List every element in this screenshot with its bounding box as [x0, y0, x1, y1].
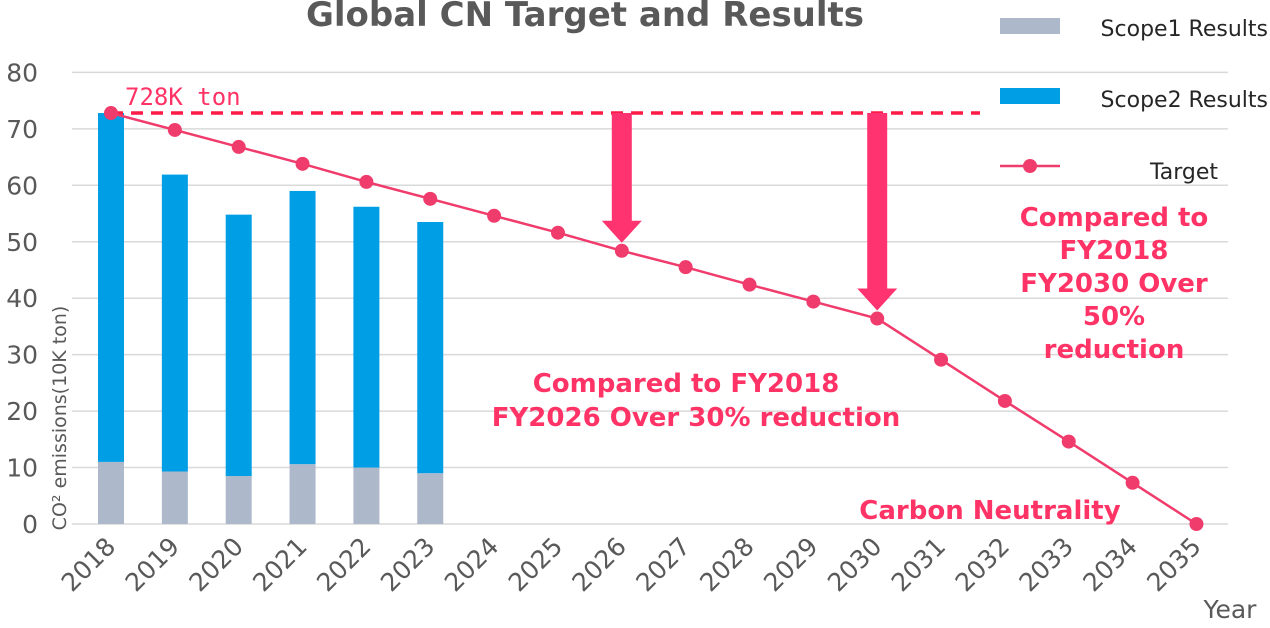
annotation-fy2026: Compared to FY2018 FY2026 Over 30% reduc…	[492, 369, 901, 433]
annotation-fy2030-line4: 50%	[1083, 302, 1145, 332]
x-tick-label: 2025	[503, 532, 568, 597]
y-tick-label: 30	[6, 341, 38, 370]
y-tick-label: 0	[22, 510, 38, 539]
target-point	[550, 225, 565, 240]
bar-scope1	[353, 467, 380, 524]
x-tick-label: 2033	[1013, 532, 1078, 597]
target-point	[1189, 517, 1204, 531]
target-point	[678, 260, 693, 275]
target-point	[104, 106, 118, 121]
annotation-fy2030-line2: FY2018	[1060, 236, 1169, 266]
target-point	[423, 191, 438, 206]
chart-title: Global CN Target and Results	[306, 0, 864, 35]
bar-scope1	[417, 473, 444, 524]
bar-scope2	[98, 113, 124, 462]
target-point	[231, 139, 246, 154]
gridlines	[72, 71, 1228, 525]
baseline-label: 728K ton	[125, 83, 241, 111]
target-point	[614, 243, 629, 258]
target-line-series	[104, 106, 1204, 531]
x-tick-label: 2022	[311, 532, 376, 597]
reduction-arrow	[601, 113, 642, 243]
x-tick-label: 2027	[630, 532, 695, 597]
bar-scope1	[161, 471, 188, 524]
annotation-carbon-neutrality-text: Carbon Neutrality	[859, 496, 1120, 526]
legend-target-marker	[1023, 159, 1037, 173]
y-tick-label: 20	[6, 397, 38, 426]
target-point	[997, 393, 1012, 408]
bar-scope2	[417, 221, 444, 474]
target-point	[742, 277, 757, 292]
legend-scope2-swatch	[1000, 88, 1060, 104]
x-tick-label: 2019	[120, 532, 185, 597]
target-point	[934, 352, 949, 367]
annotation-fy2030-line5: reduction	[1044, 335, 1185, 365]
x-tick-label: 2034	[1077, 532, 1142, 597]
target-point	[359, 174, 374, 189]
y-tick-label: 70	[6, 115, 38, 144]
y-tick-label: 80	[6, 58, 38, 87]
annotation-fy2030-line3: FY2030 Over	[1020, 269, 1208, 299]
bar-scope2	[225, 214, 252, 477]
annotation-fy2026-line2: FY2026 Over 30% reduction	[492, 403, 901, 433]
y-tick-label: 10	[6, 454, 38, 483]
x-tick-label: 2032	[950, 532, 1015, 597]
y-tick-label: 60	[6, 171, 38, 200]
bar-scope1	[225, 476, 252, 524]
target-point	[167, 122, 182, 137]
annotation-fy2030-line1: Compared to	[1020, 203, 1209, 233]
x-tick-labels: 2018201920202021202220232024202520262027…	[56, 532, 1207, 597]
target-point	[487, 208, 502, 223]
bar-scope1	[98, 461, 124, 524]
target-point	[806, 294, 821, 309]
annotation-fy2030: Compared to FY2018 FY2030 Over 50% reduc…	[1020, 203, 1209, 365]
x-tick-label: 2026	[567, 532, 632, 597]
baseline-group: 728K ton	[111, 83, 980, 115]
legend-scope2-label: Scope2 Results	[1101, 88, 1268, 113]
reduction-arrow	[857, 113, 898, 311]
target-line	[110, 111, 1198, 526]
target-point	[870, 311, 885, 326]
x-tick-label: 2023	[375, 532, 440, 597]
x-tick-label: 2020	[183, 532, 248, 597]
y-tick-label: 50	[6, 228, 38, 257]
legend-target-label: Target	[1149, 160, 1218, 185]
target-point	[1125, 475, 1140, 490]
x-tick-label: 2024	[439, 532, 504, 597]
x-tick-label: 2030	[822, 532, 887, 597]
annotation-carbon-neutrality: Carbon Neutrality	[859, 496, 1120, 526]
x-tick-label: 2035	[1141, 532, 1206, 597]
reduction-arrows	[601, 113, 898, 311]
x-tick-label: 2021	[247, 532, 312, 597]
legend-scope1-label: Scope1 Results	[1101, 17, 1268, 42]
y-tick-labels: 0 10 20 30 40 50 60 70 80	[6, 58, 38, 539]
bar-scope2	[289, 190, 316, 465]
bar-series	[98, 113, 444, 524]
x-tick-label: 2031	[886, 532, 951, 597]
target-point	[295, 156, 310, 171]
annotation-fy2026-line1: Compared to FY2018	[533, 369, 840, 399]
target-point	[1061, 434, 1076, 449]
bar-scope2	[161, 174, 188, 472]
x-tick-label: 2029	[758, 532, 823, 597]
y-tick-label: 40	[6, 284, 38, 313]
bar-scope2	[353, 206, 380, 468]
x-tick-label: 2028	[694, 532, 759, 597]
bar-scope1	[289, 464, 316, 524]
x-axis-label: Year	[1203, 595, 1258, 624]
y-axis-label: CO² emissions(10K ton)	[49, 306, 71, 531]
legend-scope1-swatch	[1000, 18, 1060, 34]
x-tick-label: 2018	[56, 532, 121, 597]
legend: Scope1 Results Scope2 Results Target	[1000, 17, 1268, 185]
